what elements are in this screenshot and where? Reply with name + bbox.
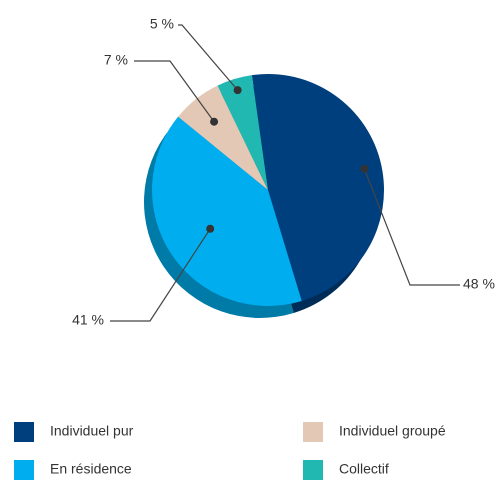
value-label: 5 %: [150, 16, 174, 32]
legend-swatch: [14, 460, 34, 480]
leader-line: [110, 228, 211, 322]
leader-dot: [210, 117, 219, 126]
legend-label: Collectif: [339, 461, 389, 477]
value-label: 48 %: [463, 276, 495, 292]
legend-label: Individuel pur: [50, 423, 134, 439]
legend-swatch: [14, 422, 34, 442]
legend-swatch: [303, 460, 323, 480]
slice: [251, 74, 384, 301]
slice: [151, 116, 302, 306]
slice: [178, 85, 268, 190]
leader-line: [178, 24, 239, 91]
leader-line: [134, 60, 215, 123]
leader-dot: [233, 86, 242, 95]
value-label: 7 %: [104, 52, 128, 68]
legend-label: En résidence: [50, 461, 132, 477]
leader-dot: [360, 164, 369, 173]
legend-swatch: [303, 422, 323, 442]
legend-label: Individuel groupé: [339, 423, 446, 439]
slice: [217, 75, 268, 190]
leader-line: [363, 168, 460, 286]
leader-dot: [206, 224, 215, 233]
value-label: 41 %: [72, 312, 104, 328]
